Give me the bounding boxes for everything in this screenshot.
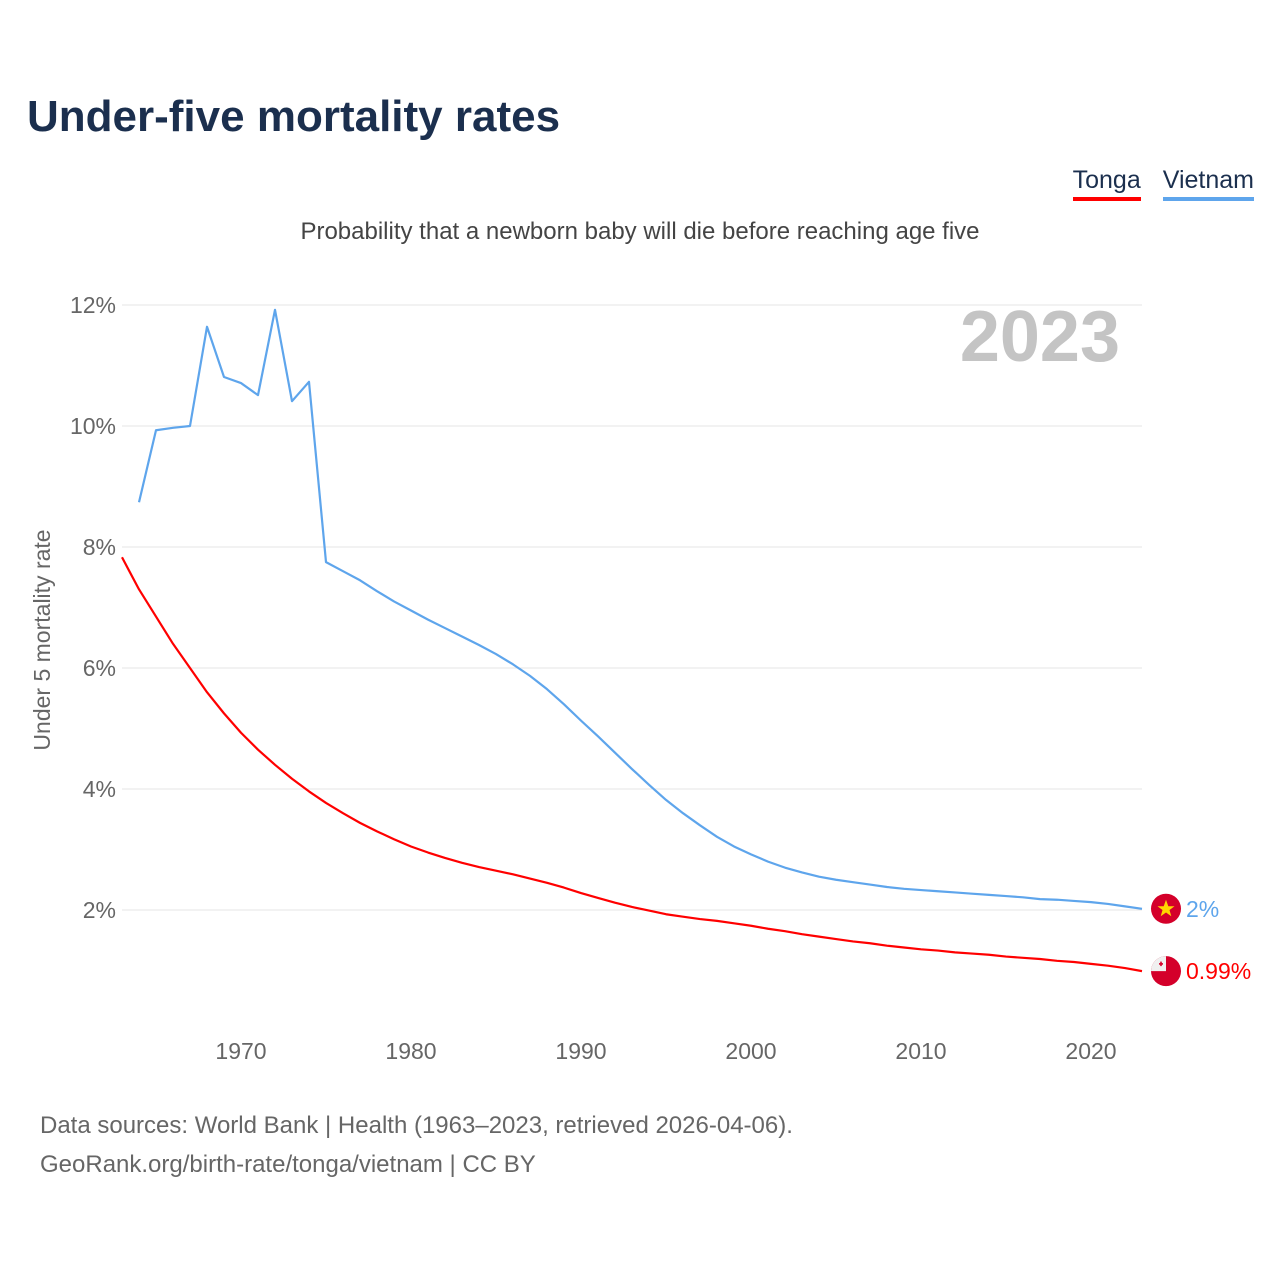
end-label-vietnam: 2% (1186, 896, 1219, 922)
x-tick-label: 2010 (895, 1038, 946, 1064)
chart-title: Under-five mortality rates (27, 92, 561, 141)
x-tick-label: 1980 (385, 1038, 436, 1064)
x-tick-label: 2000 (725, 1038, 776, 1064)
tonga-flag-icon (1151, 956, 1181, 987)
x-tick-label: 2020 (1065, 1038, 1116, 1064)
y-tick-label: 10% (70, 413, 116, 439)
y-tick-label: 8% (83, 534, 116, 560)
legend-tonga[interactable]: Tonga (1072, 166, 1141, 201)
vietnam-flag-icon (1151, 893, 1181, 924)
y-tick-label: 4% (83, 776, 116, 802)
y-tick-label: 6% (83, 655, 116, 681)
source-line-1: Data sources: World Bank | Health (1963–… (40, 1112, 793, 1139)
y-tick-label: 12% (70, 292, 116, 318)
y-axis-label: Under 5 mortality rate (29, 529, 55, 750)
source-line-2[interactable]: GeoRank.org/birth-rate/tonga/vietnam | C… (40, 1151, 536, 1178)
source-note: Data sources: World Bank | Health (1963–… (40, 1106, 793, 1184)
chart-subtitle: Probability that a newborn baby will die… (300, 218, 980, 245)
x-tick-label: 1990 (555, 1038, 606, 1064)
year-label: 2023 (960, 297, 1120, 377)
legend-vietnam[interactable]: Vietnam (1162, 166, 1254, 201)
x-tick-label: 1970 (215, 1038, 266, 1064)
legend: Tonga Vietnam (1072, 166, 1254, 201)
y-tick-label: 2% (83, 897, 116, 923)
series-line-tonga[interactable] (121, 556, 1143, 973)
end-label-tonga: 0.99% (1186, 958, 1251, 984)
series-line-vietnam[interactable] (137, 308, 1143, 910)
